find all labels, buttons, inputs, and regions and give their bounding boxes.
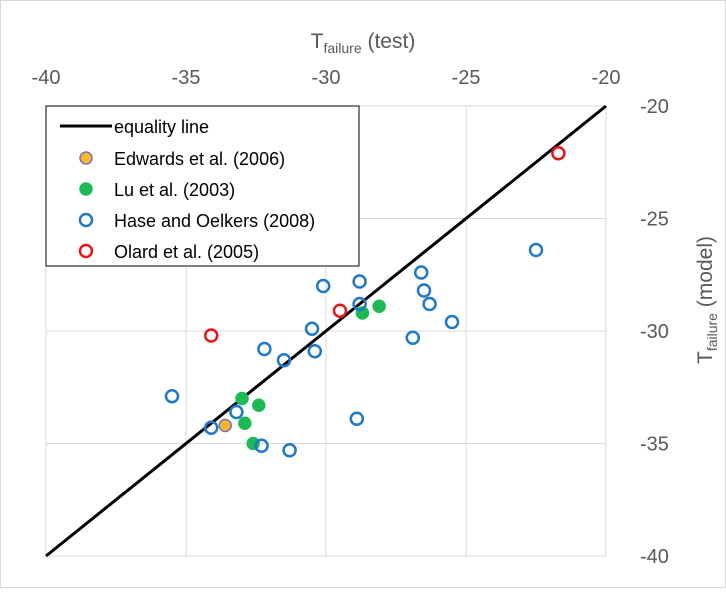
x-tick-label: -35 xyxy=(172,67,201,89)
point-hase-and-oelkers-2008 xyxy=(349,411,365,426)
y-axis-title-suffix: (model) xyxy=(694,236,717,313)
legend-swatch-edwards-et-al-2006 xyxy=(79,151,93,165)
point-hase-and-oelkers-2008 xyxy=(352,274,367,289)
point-hase-and-oelkers-2008 xyxy=(416,283,432,298)
y-tick-label: -20 xyxy=(640,96,669,118)
y-axis-title-subscript: failure xyxy=(704,313,720,351)
point-hase-and-oelkers-2008 xyxy=(276,353,292,368)
point-olard-et-al-2005 xyxy=(332,303,348,318)
legend-swatch-lu-et-al-2003 xyxy=(79,182,93,196)
point-hase-and-oelkers-2008 xyxy=(352,296,367,312)
legend-swatch-olard-et-al-2005 xyxy=(78,243,94,259)
axes: -40 -35 -30 -25 -20 -20 -25 -30 -35 -40 xyxy=(32,67,669,568)
x-tick-label: -20 xyxy=(592,67,621,89)
x-axis-title: Tfailure (test) xyxy=(311,30,416,56)
x-tick-label: -30 xyxy=(312,67,341,89)
legend-label-olard-et-al-2005: Olard et al. (2005) xyxy=(114,242,259,262)
point-hase-and-oelkers-2008 xyxy=(304,321,320,336)
x-tick-label: -25 xyxy=(452,67,481,89)
x-axis-title-subscript: failure xyxy=(324,40,362,56)
point-hase-and-oelkers-2008 xyxy=(422,296,437,312)
y-tick-label: -40 xyxy=(640,546,669,568)
y-tick-label: -25 xyxy=(640,209,669,231)
point-edwards-et-al-2006 xyxy=(218,418,232,433)
point-hase-and-oelkers-2008 xyxy=(257,341,272,357)
point-hase-and-oelkers-2008 xyxy=(528,242,544,258)
legend-swatch-hase-and-oelkers-2008 xyxy=(78,212,94,228)
equality-line-layer xyxy=(45,104,607,558)
point-hase-and-oelkers-2008 xyxy=(444,314,460,330)
legend-box xyxy=(45,105,360,267)
point-hase-and-oelkers-2008 xyxy=(282,443,297,458)
legend-label-lu-et-al-2003: Lu et al. (2003) xyxy=(114,180,235,200)
y-tick-label: -30 xyxy=(640,321,669,343)
point-lu-et-al-2003 xyxy=(235,391,249,406)
point-olard-et-al-2005 xyxy=(203,328,219,343)
point-hase-and-oelkers-2008 xyxy=(307,344,323,359)
point-lu-et-al-2003 xyxy=(372,299,386,313)
point-lu-et-al-2003 xyxy=(238,416,252,430)
point-hase-and-oelkers-2008 xyxy=(164,389,180,404)
point-lu-et-al-2003 xyxy=(252,398,266,412)
x-axis-title-main: T xyxy=(311,30,324,53)
x-axis-title-suffix: (test) xyxy=(362,30,416,53)
y-axis-title-main: T xyxy=(694,351,717,364)
point-hase-and-oelkers-2008 xyxy=(405,330,421,345)
point-hase-and-oelkers-2008 xyxy=(229,404,244,420)
point-hase-and-oelkers-2008 xyxy=(254,438,269,453)
point-olard-et-al-2005 xyxy=(551,146,566,161)
legend: equality line Edwards et al. (2006) Lu et… xyxy=(45,105,360,267)
y-axis-title: Tfailure (model) xyxy=(694,236,720,364)
point-hase-and-oelkers-2008 xyxy=(413,265,429,280)
legend-label-equality-line: equality line xyxy=(114,117,209,137)
point-hase-and-oelkers-2008 xyxy=(203,420,219,435)
x-tick-label: -40 xyxy=(32,67,61,89)
data-points xyxy=(164,146,566,458)
legend-label-edwards-et-al-2006: Edwards et al. (2006) xyxy=(114,149,285,169)
y-tick-label: -35 xyxy=(640,434,669,456)
equality-line xyxy=(45,104,607,558)
legend-label-hase-and-oelkers-2008: Hase and Oelkers (2008) xyxy=(114,211,315,231)
point-hase-and-oelkers-2008 xyxy=(315,278,331,294)
